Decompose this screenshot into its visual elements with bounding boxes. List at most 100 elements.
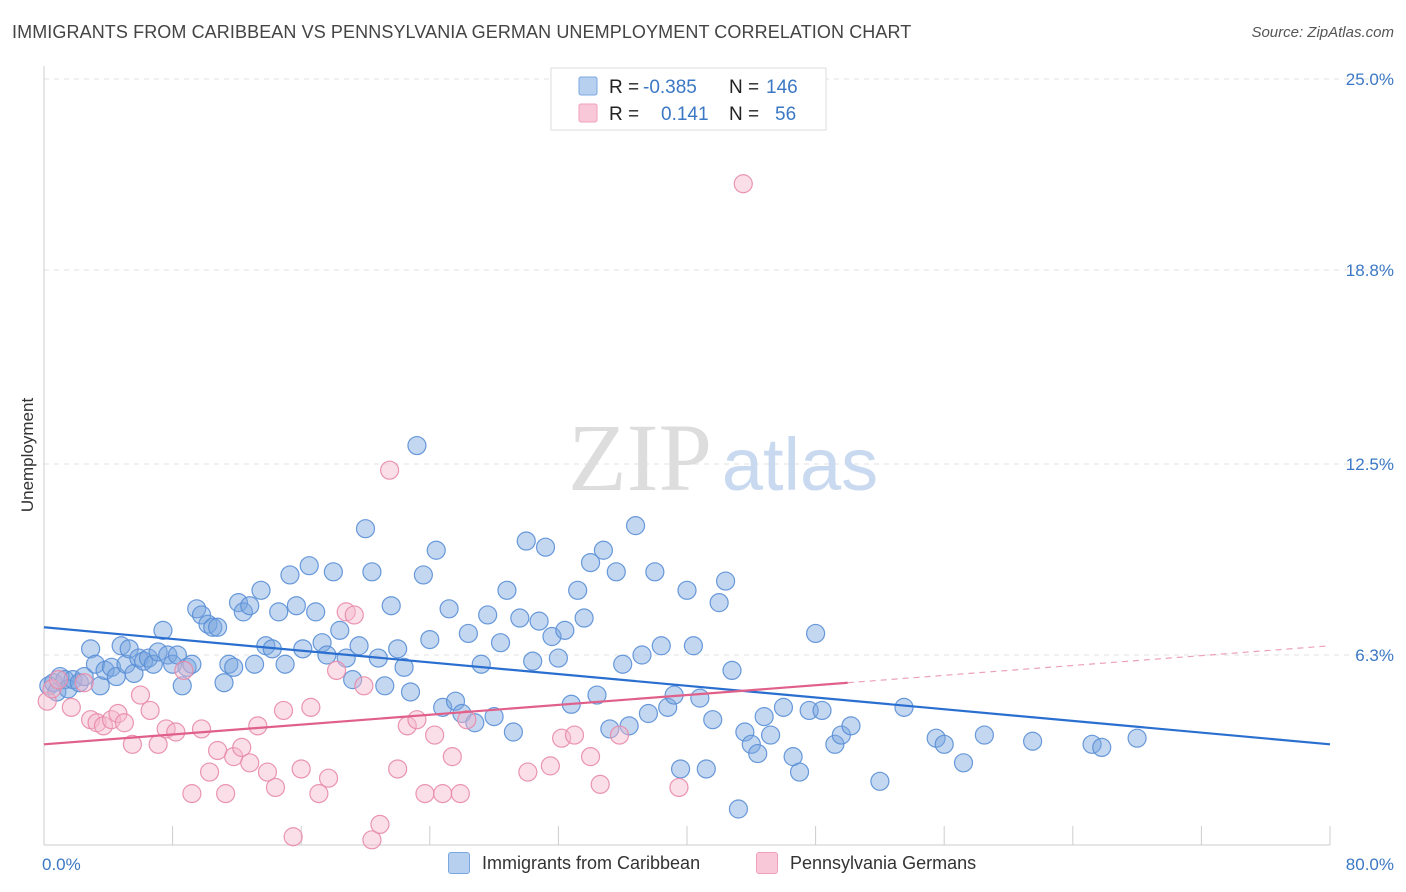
- point-pa-german-22: [216, 784, 236, 804]
- point-caribbean-56: [330, 620, 350, 640]
- point-caribbean-86: [523, 651, 543, 671]
- legend-swatch-pink: [578, 103, 598, 123]
- legend-n-value-1: 146: [766, 77, 798, 98]
- trend-line-pa-german: [43, 681, 848, 746]
- point-caribbean-47: [275, 654, 295, 674]
- point-caribbean-115: [709, 593, 729, 613]
- series-pa-german-points: [37, 174, 753, 850]
- point-caribbean-119: [735, 722, 755, 742]
- point-caribbean-69: [413, 565, 433, 585]
- point-pa-german-44: [407, 710, 427, 730]
- point-caribbean-76: [458, 623, 478, 644]
- point-pa-german-33: [309, 784, 329, 804]
- point-pa-german-18: [182, 784, 202, 804]
- point-caribbean-85: [516, 531, 536, 551]
- point-caribbean-111: [683, 636, 704, 656]
- point-caribbean-116: [715, 571, 736, 591]
- legend-item-caribbean[interactable]: Immigrants from Caribbean: [448, 852, 700, 874]
- point-pa-german-34: [318, 768, 339, 788]
- x-tick-label-0: 0.0%: [42, 855, 81, 874]
- legend-swatch-blue: [578, 76, 598, 96]
- point-pa-german-25: [240, 753, 260, 773]
- point-caribbean-46: [269, 602, 289, 622]
- point-caribbean-51: [299, 556, 319, 576]
- point-caribbean-83: [503, 722, 523, 742]
- point-pa-german-58: [669, 777, 689, 798]
- point-caribbean-74: [445, 691, 466, 711]
- point-caribbean-49: [286, 596, 306, 616]
- point-pa-german-40: [370, 814, 390, 835]
- point-caribbean-106: [651, 636, 671, 656]
- point-caribbean-103: [632, 645, 652, 665]
- point-pa-german-47: [433, 784, 453, 804]
- point-caribbean-34: [203, 617, 223, 637]
- legend-box: R = -0.385 N = 146 R = 0.141 N = 56: [550, 67, 827, 131]
- point-pa-german-55: [580, 747, 601, 767]
- point-caribbean-98: [600, 719, 620, 739]
- point-caribbean-109: [670, 759, 691, 779]
- point-pa-german-0: [37, 691, 57, 711]
- point-caribbean-82: [497, 580, 517, 600]
- legend-n-value-2: 56: [775, 104, 796, 125]
- legend-r-value-1: -0.385: [643, 77, 697, 98]
- point-pa-german-37: [344, 605, 364, 625]
- chart-title: IMMIGRANTS FROM CARIBBEAN VS PENNSYLVANI…: [12, 22, 912, 42]
- watermark-zip: ZIP: [568, 404, 712, 511]
- point-pa-german-31: [291, 759, 311, 779]
- point-caribbean-38: [224, 657, 244, 677]
- point-caribbean-139: [1023, 731, 1043, 751]
- point-caribbean-100: [613, 654, 633, 674]
- point-caribbean-122: [754, 707, 774, 727]
- point-caribbean-133: [870, 771, 890, 791]
- point-pa-german-21: [208, 740, 228, 761]
- point-caribbean-71: [426, 540, 446, 560]
- point-caribbean-123: [760, 725, 781, 745]
- point-pa-german-28: [265, 777, 286, 798]
- legend-item-pa-german[interactable]: Pennsylvania Germans: [756, 852, 976, 874]
- point-caribbean-96: [587, 685, 607, 705]
- point-pa-german-4: [74, 673, 94, 693]
- point-caribbean-55: [323, 562, 343, 582]
- legend-r-value-2: 0.141: [661, 104, 709, 125]
- point-caribbean-136: [934, 734, 954, 754]
- point-pa-german-32: [301, 697, 321, 717]
- point-caribbean-60: [355, 519, 376, 539]
- legend-swatch-pa-german: [756, 852, 778, 874]
- point-caribbean-79: [478, 605, 498, 625]
- point-caribbean-41: [240, 596, 260, 616]
- point-caribbean-132: [841, 716, 861, 736]
- trend-line-pa-german-extension: [847, 645, 1331, 684]
- y-tick-label-3: 25.0%: [1346, 70, 1394, 89]
- grid-lines: [44, 78, 1394, 656]
- point-pa-german-20: [199, 762, 220, 782]
- point-caribbean-68: [407, 435, 427, 456]
- point-caribbean-54: [317, 645, 337, 665]
- point-pa-german-50: [457, 710, 477, 730]
- point-caribbean-124: [773, 697, 794, 717]
- point-caribbean-128: [805, 623, 826, 644]
- point-caribbean-26: [163, 654, 183, 674]
- point-caribbean-39: [228, 593, 249, 613]
- point-caribbean-93: [568, 580, 588, 600]
- point-pa-german-24: [232, 737, 252, 758]
- x-tick-label-1: 80.0%: [1346, 855, 1394, 874]
- point-pa-german-11: [122, 734, 143, 754]
- point-caribbean-43: [251, 580, 271, 600]
- trend-lines: [43, 626, 1331, 746]
- point-pa-german-51: [518, 762, 538, 782]
- point-caribbean-95: [580, 552, 601, 573]
- point-caribbean-25: [158, 645, 178, 665]
- y-tick-label-0: 6.3%: [1355, 646, 1394, 665]
- point-pa-german-49: [450, 784, 470, 804]
- point-pa-german-13: [140, 700, 160, 721]
- point-caribbean-118: [728, 799, 749, 819]
- y-tick-label-2: 18.8%: [1346, 261, 1394, 280]
- point-pa-german-30: [283, 827, 303, 847]
- point-pa-german-54: [564, 725, 585, 745]
- point-caribbean-117: [722, 660, 742, 681]
- point-caribbean-10: [85, 654, 106, 674]
- point-caribbean-52: [306, 602, 326, 622]
- point-caribbean-113: [696, 759, 716, 779]
- point-caribbean-13: [101, 657, 122, 677]
